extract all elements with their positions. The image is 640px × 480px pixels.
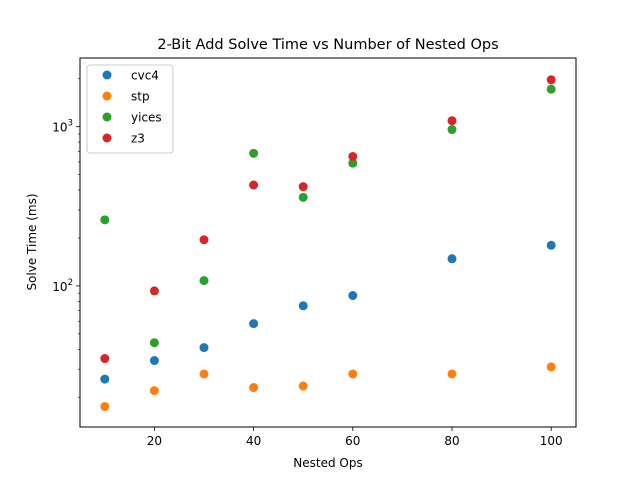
legend-label-stp: stp <box>131 90 150 104</box>
y-tick-label-1: 103 <box>52 119 73 135</box>
x-axis-ticks: 20 40 60 80 100 <box>147 427 563 448</box>
point-yices-3 <box>249 148 259 158</box>
legend-label-z3: z3 <box>131 132 145 146</box>
point-yices-4 <box>298 192 308 202</box>
point-stp-5 <box>348 369 358 379</box>
point-cvc4-7 <box>546 240 556 250</box>
legend-box <box>86 64 174 154</box>
point-z3-3 <box>249 180 259 190</box>
legend-label-yices: yices <box>131 111 162 125</box>
legend-marker-cvc4 <box>102 70 112 80</box>
point-stp-6 <box>447 369 457 379</box>
point-cvc4-3 <box>249 319 259 329</box>
point-cvc4-4 <box>298 301 308 311</box>
x-tick-label-2: 60 <box>345 434 360 448</box>
point-z3-4 <box>298 182 308 192</box>
point-yices-6 <box>447 125 457 135</box>
legend-label-cvc4: cvc4 <box>131 69 159 83</box>
y-axis-ticks: 102 103 <box>52 78 80 398</box>
point-cvc4-1 <box>149 356 159 366</box>
point-z3-7 <box>546 75 556 85</box>
x-tick-label-3: 80 <box>444 434 459 448</box>
x-axis-label: Nested Ops <box>293 456 362 470</box>
data-points <box>100 75 556 411</box>
point-yices-2 <box>199 276 209 286</box>
point-yices-7 <box>546 84 556 94</box>
point-stp-1 <box>149 386 159 396</box>
point-z3-6 <box>447 116 457 126</box>
y-axis-label: Solve Time (ms) <box>25 193 39 290</box>
point-cvc4-2 <box>199 343 209 353</box>
point-z3-2 <box>199 235 209 245</box>
point-stp-3 <box>249 383 259 393</box>
x-tick-label-1: 40 <box>246 434 261 448</box>
point-stp-0 <box>100 401 110 411</box>
legend-marker-yices <box>102 112 112 122</box>
point-z3-5 <box>348 151 358 161</box>
legend-marker-stp <box>102 91 112 101</box>
point-z3-1 <box>149 286 159 296</box>
point-cvc4-6 <box>447 254 457 264</box>
plot-frame <box>79 57 577 428</box>
legend-marker-z3 <box>102 133 112 143</box>
chart-title: 2-Bit Add Solve Time vs Number of Nested… <box>157 37 498 53</box>
point-yices-5 <box>348 158 358 168</box>
point-stp-7 <box>546 362 556 372</box>
point-yices-1 <box>149 338 159 348</box>
point-stp-2 <box>199 369 209 379</box>
y-tick-label-0: 102 <box>52 278 73 294</box>
x-tick-label-4: 100 <box>540 434 563 448</box>
point-z3-0 <box>100 354 110 364</box>
legend: cvc4 stp yices z3 <box>86 64 174 154</box>
x-tick-label-0: 20 <box>147 434 162 448</box>
point-cvc4-5 <box>348 291 358 301</box>
point-stp-4 <box>298 381 308 391</box>
point-cvc4-0 <box>100 374 110 384</box>
point-yices-0 <box>100 215 110 225</box>
